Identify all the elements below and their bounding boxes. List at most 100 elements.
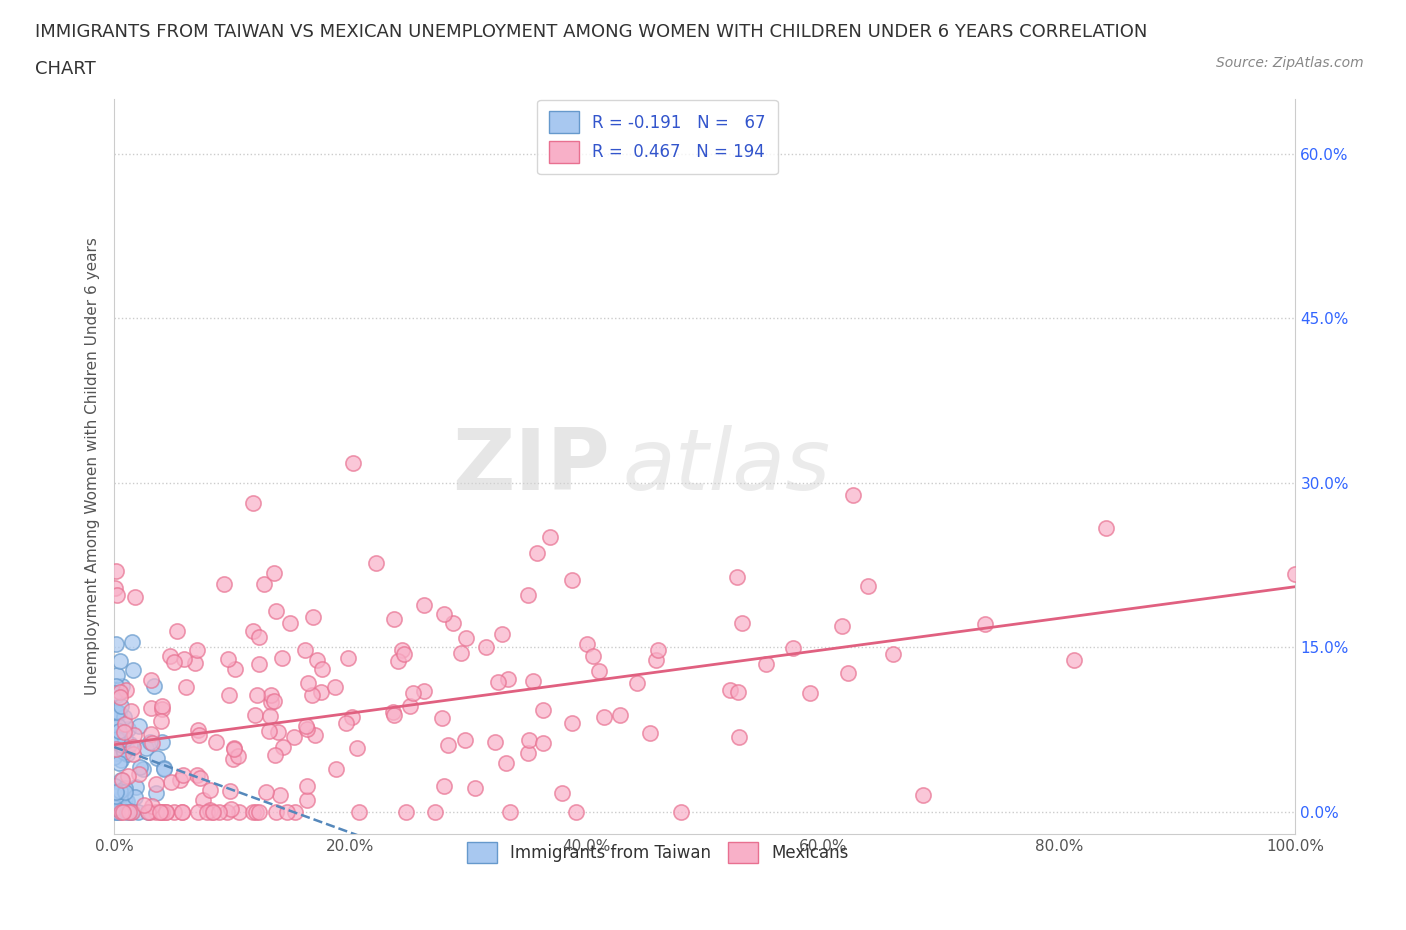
Point xyxy=(112,744,135,759)
Point xyxy=(191,792,214,807)
Point xyxy=(294,643,316,658)
Point xyxy=(105,804,128,819)
Point xyxy=(474,639,496,654)
Point xyxy=(163,804,186,819)
Point xyxy=(561,573,583,588)
Point xyxy=(104,718,127,733)
Point xyxy=(221,751,243,766)
Point xyxy=(105,731,128,746)
Point xyxy=(105,705,128,720)
Point xyxy=(882,646,904,661)
Point xyxy=(145,804,167,819)
Point xyxy=(517,745,540,760)
Point xyxy=(242,804,264,819)
Point xyxy=(142,679,165,694)
Point xyxy=(111,737,134,752)
Point xyxy=(121,663,143,678)
Point xyxy=(111,773,134,788)
Point xyxy=(499,804,522,819)
Legend: Immigrants from Taiwan, Mexicans: Immigrants from Taiwan, Mexicans xyxy=(460,835,855,870)
Point xyxy=(260,687,283,702)
Point xyxy=(278,616,301,631)
Point xyxy=(295,778,318,793)
Point xyxy=(121,634,143,649)
Point xyxy=(387,654,409,669)
Point xyxy=(246,687,269,702)
Point xyxy=(117,722,139,737)
Point xyxy=(187,728,209,743)
Point xyxy=(496,671,519,686)
Point xyxy=(205,734,228,749)
Point xyxy=(432,711,454,726)
Point xyxy=(1063,653,1085,668)
Point xyxy=(169,772,191,787)
Point xyxy=(118,737,141,751)
Point xyxy=(364,555,387,570)
Point xyxy=(450,645,472,660)
Point xyxy=(120,704,142,719)
Point xyxy=(136,804,159,819)
Point xyxy=(184,656,207,671)
Point xyxy=(425,804,447,819)
Point xyxy=(121,804,143,819)
Point xyxy=(593,710,616,724)
Point xyxy=(247,630,270,644)
Point xyxy=(110,684,132,699)
Point xyxy=(155,804,177,819)
Point xyxy=(433,606,456,621)
Point xyxy=(271,650,294,665)
Point xyxy=(433,778,456,793)
Point xyxy=(174,680,197,695)
Point xyxy=(107,724,129,738)
Point xyxy=(145,777,167,791)
Point xyxy=(112,724,135,739)
Point xyxy=(115,747,138,762)
Point xyxy=(111,679,134,694)
Point xyxy=(105,730,128,745)
Point xyxy=(323,680,346,695)
Point xyxy=(105,668,128,683)
Point xyxy=(842,487,865,502)
Point xyxy=(114,716,136,731)
Point xyxy=(217,652,239,667)
Point xyxy=(974,617,997,631)
Point xyxy=(486,674,509,689)
Text: atlas: atlas xyxy=(621,425,830,508)
Point xyxy=(188,771,211,786)
Point xyxy=(139,672,162,687)
Point xyxy=(152,761,174,776)
Point xyxy=(302,610,325,625)
Point xyxy=(108,791,131,806)
Point xyxy=(242,623,264,638)
Point xyxy=(336,651,359,666)
Y-axis label: Unemployment Among Women with Children Under 6 years: Unemployment Among Women with Children U… xyxy=(86,237,100,696)
Text: IMMIGRANTS FROM TAIWAN VS MEXICAN UNEMPLOYMENT AMONG WOMEN WITH CHILDREN UNDER 6: IMMIGRANTS FROM TAIWAN VS MEXICAN UNEMPL… xyxy=(35,23,1147,41)
Point xyxy=(347,804,370,819)
Point xyxy=(114,791,136,806)
Point xyxy=(105,785,128,800)
Point xyxy=(110,689,132,704)
Point xyxy=(110,699,132,714)
Point xyxy=(226,749,249,764)
Point xyxy=(402,685,425,700)
Point xyxy=(564,804,586,819)
Point xyxy=(195,804,218,819)
Point xyxy=(576,636,599,651)
Point xyxy=(127,804,149,819)
Point xyxy=(269,788,291,803)
Point xyxy=(391,643,413,658)
Point xyxy=(582,648,605,663)
Point xyxy=(111,742,134,757)
Point xyxy=(124,590,146,604)
Point xyxy=(413,597,436,612)
Point xyxy=(148,804,170,819)
Point xyxy=(208,804,231,819)
Point xyxy=(588,663,610,678)
Point xyxy=(224,740,246,755)
Point xyxy=(108,706,131,721)
Point xyxy=(139,804,162,819)
Point xyxy=(132,797,155,812)
Point xyxy=(731,616,754,631)
Point xyxy=(187,804,209,819)
Point xyxy=(135,740,157,755)
